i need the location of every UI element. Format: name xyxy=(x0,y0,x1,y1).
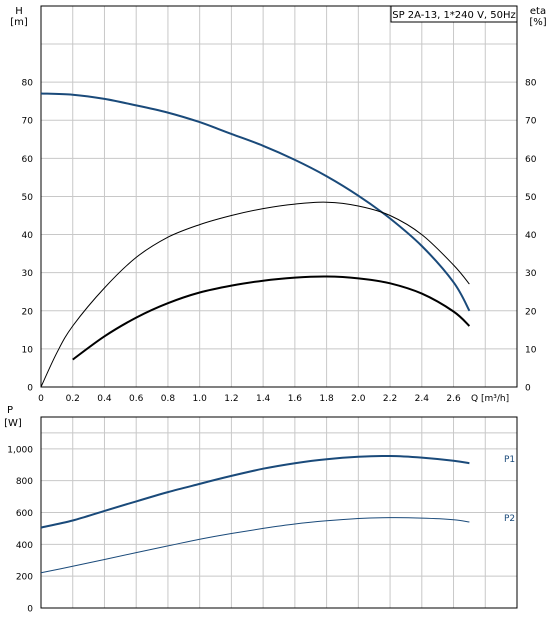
top-y-tick-left: 20 xyxy=(22,307,34,317)
legend-box xyxy=(390,5,518,23)
top-y-tick-left: 30 xyxy=(22,269,34,279)
x-tick-label: 0.2 xyxy=(66,394,80,404)
bottom-y-tick: 1,000 xyxy=(7,445,33,455)
top-y-tick-left: 40 xyxy=(22,231,34,241)
bottom-y-tick: 800 xyxy=(16,477,33,487)
bottom-y-tick: 200 xyxy=(16,573,33,583)
top-y-tick-right: 0 xyxy=(525,384,531,394)
top-y-tick-left: 80 xyxy=(22,79,34,89)
series-line-P1 xyxy=(40,454,470,529)
top-y-tick-right: 10 xyxy=(525,345,537,355)
bottom-y-label-symbol: P xyxy=(7,405,13,416)
top-y-tick-left: 70 xyxy=(22,117,34,127)
y-right-label-unit: [%] xyxy=(529,17,546,28)
y-left-label-unit: [m] xyxy=(10,17,28,28)
series-label-P1: P1 xyxy=(504,455,515,465)
top-y-tick-left: 10 xyxy=(22,345,34,355)
bottom-y-tick: 400 xyxy=(16,541,33,551)
curves: P1 P2 xyxy=(40,92,515,574)
top-y-tick-right: 30 xyxy=(525,269,537,279)
bottom-plot-frame xyxy=(40,416,518,609)
legend-box-text: SP 2A-13, 1*240 V, 50Hz xyxy=(392,10,516,21)
y-right-label-symbol: eta xyxy=(530,6,546,17)
x-tick-label: 0 xyxy=(38,394,44,404)
top-y-tick-right: 40 xyxy=(525,231,537,241)
x-tick-label: 1.8 xyxy=(319,394,334,404)
bottom-grid xyxy=(41,417,517,608)
top-y-tick-right: 20 xyxy=(525,307,537,317)
top-y-tick-left: 60 xyxy=(22,155,34,165)
y-left-label-symbol: H xyxy=(15,6,23,17)
x-tick-label: 2.6 xyxy=(446,394,461,404)
top-y-tick-right: 50 xyxy=(525,193,537,203)
series-line-P2 xyxy=(40,517,470,574)
bottom-y-label-unit: [W] xyxy=(4,418,22,429)
bottom-y-tick: 0 xyxy=(27,605,33,615)
top-y-tick-left: 50 xyxy=(22,193,34,203)
series-label-P2: P2 xyxy=(504,514,515,524)
top-grid xyxy=(41,6,517,387)
x-tick-label: 1.6 xyxy=(288,394,303,404)
x-tick-label: 2.2 xyxy=(383,394,397,404)
x-tick-label: 0.8 xyxy=(161,394,176,404)
x-tick-label: 1.0 xyxy=(193,394,208,404)
x-tick-label: 1.4 xyxy=(256,394,271,404)
x-tick-label: 0.6 xyxy=(129,394,144,404)
x-tick-label: 2.0 xyxy=(351,394,366,404)
series-line-eta xyxy=(40,201,470,388)
x-tick-label: 0.4 xyxy=(97,394,112,404)
x-tick-label: 2.4 xyxy=(415,394,430,404)
series-line-eta_total xyxy=(72,275,471,361)
top-y-tick-left: 0 xyxy=(27,384,33,394)
top-y-tick-right: 60 xyxy=(525,155,537,165)
top-y-tick-right: 80 xyxy=(525,79,537,89)
x-tick-label: 1.2 xyxy=(224,394,238,404)
bottom-y-tick: 600 xyxy=(16,509,33,519)
series-line-head xyxy=(40,92,471,312)
top-plot-frame xyxy=(40,5,518,388)
x-axis-label: Q [m³/h] xyxy=(471,394,509,404)
top-y-tick-right: 70 xyxy=(525,117,537,127)
